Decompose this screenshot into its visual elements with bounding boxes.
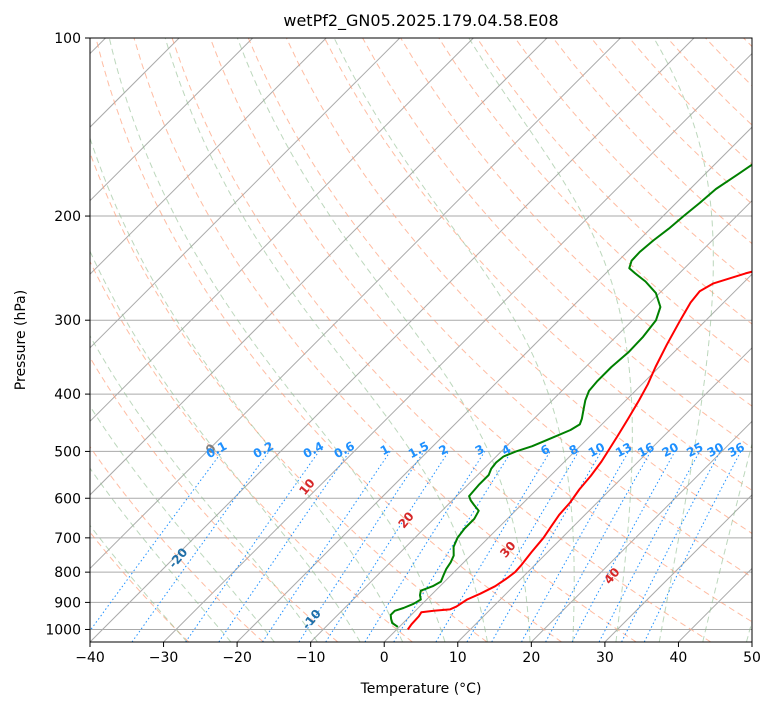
y-tick-label: 400 [54,387,81,403]
y-axis-title: Pressure (hPa) [13,290,29,390]
isotherm-line [383,273,752,642]
x-tick-label: 0 [380,650,389,666]
mixing-ratio-label: 25 [684,440,705,460]
y-tick-label: 300 [54,313,81,329]
moist-adiabat-line [90,136,404,642]
pressure-gridlines [90,38,752,630]
isotherm-line [90,38,474,423]
mixing-ratio-label: 36 [726,440,747,460]
y-tick-label: 900 [54,595,81,611]
mixing-ratio-line [393,451,512,642]
x-axis-title: Temperature (°C) [360,681,482,697]
dry-adiabat-line [95,38,562,642]
isotherm-line [90,38,548,496]
y-tick-label: 100 [54,31,81,47]
x-tick-label: 50 [743,650,761,666]
mixing-ratio-line [218,451,351,642]
moist-adiabat-line [108,38,446,642]
x-tick-label: 40 [670,650,688,666]
mixing-ratio-line [90,451,223,632]
x-tick-label: −30 [149,650,179,666]
mixing-ratio-line [545,451,652,642]
isotherm-line [90,38,254,202]
dry-adiabat-line [171,38,712,642]
mixing-ratio-line [643,451,742,642]
mixing-ratio-line [262,451,391,642]
isotherm-line [90,38,401,349]
dry-adiabat-line [324,38,752,491]
mixing-ratio-label: 20 [660,440,681,460]
isotherm-line [90,38,327,275]
isotherm-line [604,494,752,642]
x-tick-label: −40 [75,650,105,666]
dry-adiabat-line [247,38,752,578]
temperature-profile-line [406,270,752,631]
isotherm-line [236,126,752,642]
isotherm-line [530,420,752,642]
x-tick-label: 10 [449,650,467,666]
plot-frame [89,37,753,643]
moist-adiabat-line [90,405,275,642]
x-tick-label: 30 [596,650,614,666]
y-tick-label: 800 [54,565,81,581]
isotherm-line [457,347,752,642]
mixing-ratio-label: 10 [586,440,607,460]
moist-adiabat-line [164,38,488,642]
mixing-ratio-line [325,451,450,642]
y-tick-label: 200 [54,209,81,225]
mixing-ratio-line [298,451,425,642]
mixing-ratio-line [571,451,676,642]
dry-adiabats [90,38,752,642]
y-tick-label: 700 [54,531,81,547]
moist-adiabat-line [702,441,752,642]
moist-adiabat-line [90,334,318,642]
moist-adiabat-line [90,524,188,642]
mixing-ratio-line [185,451,320,642]
dry-adiabat-line [90,445,264,642]
mixing-ratio-label: 30 [705,440,726,460]
mixing-ratio-line [521,451,630,642]
dry-adiabat-line [209,38,752,623]
y-tick-label: 500 [54,444,81,460]
profile-series [389,163,752,631]
isotherm-line [90,38,621,570]
x-axis-ticks: −40 −30 −20 −10 0 10 20 30 40 50 [75,642,761,666]
isotherm-line [163,52,752,642]
x-tick-label: −20 [222,650,252,666]
plot-area: -100-90-80-70-60-50-40-30-20-10010203040… [90,38,752,642]
y-tick-label: 600 [54,491,81,507]
dry-adiabat-line [90,260,413,642]
moist-adiabat-line [90,250,361,642]
dry-adiabat-line [90,356,339,642]
mixing-ratio-label: 16 [635,440,656,460]
moist-adiabat-line [653,38,714,642]
dry-adiabat-line [285,38,752,535]
chart-title: wetPf2_GN05.2025.179.04.58.E08 [283,11,558,31]
y-axis-ticks: 100 200 300 400 500 600 700 800 900 1000 [45,31,90,638]
mixing-ratio-lines [90,451,742,642]
mixing-ratio-line [131,451,270,642]
x-tick-label: −10 [296,650,326,666]
moist-adiabat-line [90,467,232,642]
moist-adiabat-line [236,38,531,642]
dewpoint-profile-line [389,163,752,628]
moist-adiabat-line [333,38,575,642]
x-tick-label: 20 [522,650,540,666]
mixing-ratio-labels: 0.1 0.2 0.4 0.6 1 1.5 2 3 4 6 8 10 13 16 20 25 30 36 [204,439,747,461]
y-tick-label: 1000 [45,622,81,638]
dry-adiabat-line [514,38,752,285]
mixing-ratio-label: 13 [613,440,634,460]
